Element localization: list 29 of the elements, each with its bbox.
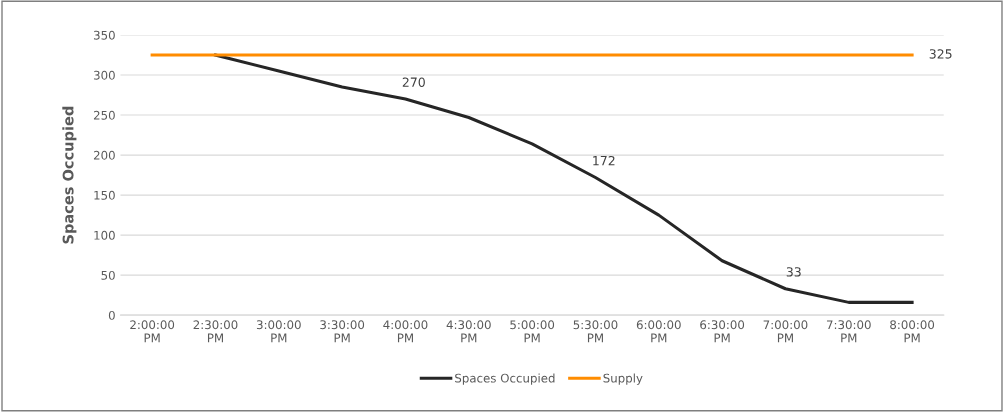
- y-tick-label: 100: [94, 230, 115, 240]
- y-tick-label: 300: [93, 70, 115, 80]
- legend-label: Supply: [603, 373, 643, 385]
- data-label: 270: [402, 77, 425, 87]
- x-tick-label: 3:00:00 PM: [256, 320, 301, 343]
- x-tick-label: 2:30:00 PM: [193, 320, 238, 343]
- y-tick-label: 150: [94, 190, 115, 200]
- x-tick-label: 7:00:00 PM: [763, 320, 808, 343]
- y-axis-title: Spaces Occupied: [62, 106, 77, 244]
- line-series: [213, 53, 914, 304]
- x-tick-label: 3:30:00 PM: [320, 320, 365, 343]
- y-tick-label: 250: [93, 110, 115, 120]
- data-label: 325: [929, 49, 952, 59]
- x-tick-label: 6:30:00 PM: [700, 320, 745, 343]
- x-tick-label: 4:00:00 PM: [383, 320, 428, 343]
- x-tick-label: 6:00:00 PM: [636, 320, 681, 343]
- x-tick-label: 8:00:00 PM: [890, 320, 935, 343]
- y-tick-label: 200: [93, 150, 115, 160]
- y-tick-label: 50: [101, 270, 115, 280]
- y-tick-label: 0: [108, 310, 115, 320]
- legend-label: Spaces Occupied: [455, 373, 555, 385]
- data-label: 172: [593, 155, 615, 166]
- x-tick-label: 5:30:00 PM: [573, 320, 618, 343]
- x-tick-label: 4:30:00 PM: [446, 320, 491, 343]
- data-label: 33: [786, 267, 801, 277]
- x-tick-label: 7:30:00 PM: [826, 320, 871, 343]
- x-tick-label: 5:00:00 PM: [510, 320, 555, 343]
- y-tick-label: 350: [93, 30, 115, 40]
- x-tick-label: 2:00:00 PM: [130, 320, 175, 343]
